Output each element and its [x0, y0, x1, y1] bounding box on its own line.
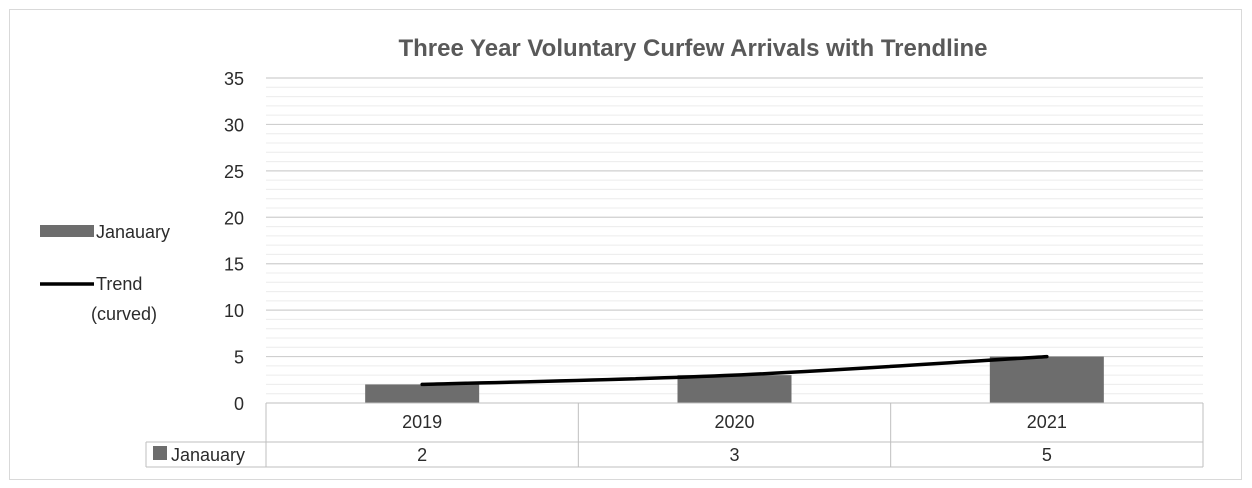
legend-label-trend-line2: (curved) [91, 304, 157, 324]
y-tick-label: 0 [234, 394, 244, 414]
chart-border [9, 9, 1242, 480]
data-table: 2019 2020 2021 Janauary 2 3 5 [145, 402, 1204, 468]
legend-label-trend: Trend (curved) [91, 274, 157, 324]
table-legend-key [153, 446, 167, 460]
bars [365, 356, 1104, 403]
y-tick-label: 25 [224, 162, 244, 182]
legend-swatch-janauary [40, 225, 94, 237]
y-axis-ticks: 0 5 10 15 20 25 30 35 [224, 69, 244, 414]
x-category-label: 2021 [1027, 412, 1067, 432]
legend-label-trend-line1: Trend [96, 274, 142, 294]
legend: Janauary Trend (curved) [40, 222, 170, 324]
x-category-label: 2020 [714, 412, 754, 432]
y-tick-label: 10 [224, 301, 244, 321]
y-tick-label: 35 [224, 69, 244, 89]
table-value: 3 [729, 445, 739, 465]
table-value: 5 [1042, 445, 1052, 465]
y-tick-label: 5 [234, 348, 244, 368]
legend-label-janauary: Janauary [96, 222, 170, 242]
bar [365, 384, 480, 403]
table-value: 2 [417, 445, 427, 465]
trendline [420, 354, 1049, 387]
y-tick-label: 15 [224, 255, 244, 275]
chart-title: Three Year Voluntary Curfew Arrivals wit… [398, 35, 987, 62]
y-tick-label: 20 [224, 208, 244, 228]
table-row-label: Janauary [171, 445, 245, 465]
gridlines [266, 77, 1203, 395]
bar [989, 356, 1104, 403]
x-category-label: 2019 [402, 412, 442, 432]
bar [677, 375, 792, 403]
y-tick-label: 30 [224, 115, 244, 135]
